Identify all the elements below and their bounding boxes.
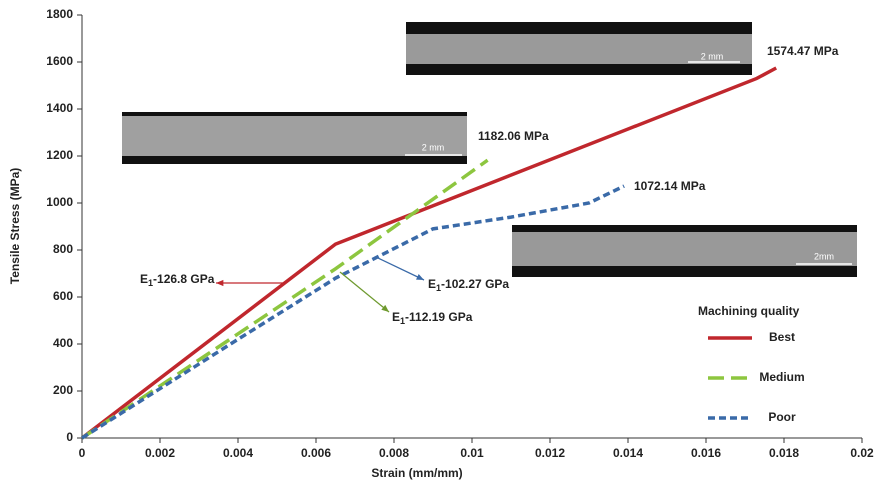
x-tick-label: 0.018 [769,446,799,460]
x-tick-label: 0.01 [460,446,484,460]
annotation-subscript: 1 [400,316,405,326]
annotation: 1574.47 MPa [767,44,839,58]
annotation-text: E [392,310,400,324]
scale-label: 2 mm [701,51,724,61]
y-tick-label: 1400 [46,101,73,115]
x-tick-label: 0.016 [691,446,721,460]
scale-label: 2mm [814,251,834,261]
annotation: E1-112.19 GPa [392,310,473,326]
annotation-subscript: 1 [148,278,153,288]
arrow-head [416,274,424,280]
annotation-text: E [428,277,436,291]
annotation-arrow [377,257,425,281]
annotation-suffix: -112.19 GPa [405,310,473,324]
y-tick-label: 800 [53,242,73,256]
legend-label: Medium [759,370,804,384]
annotation: 1182.06 MPa [478,129,549,143]
scale-label: 2 mm [422,142,445,152]
x-tick-label: 0 [79,446,86,460]
annotation-text: 1182.06 MPa [478,129,549,143]
y-tick-label: 0 [66,430,73,444]
annotation: E1-126.8 GPa [140,272,215,288]
annotation-text: 1574.47 MPa [767,44,839,58]
annotation-subscript: 1 [436,283,441,293]
x-tick-label: 0.012 [535,446,565,460]
annotation-arrow [339,271,390,313]
annotation-suffix: -102.27 GPa [441,277,509,291]
y-tick-label: 200 [53,383,73,397]
annotation-suffix: -126.8 GPa [153,272,215,286]
image-top: 2 mm [406,22,752,75]
series-line [81,158,489,440]
image-right: 2mm [512,225,857,277]
annotation-text: 1072.14 MPa [634,179,706,193]
y-tick-label: 1800 [46,7,73,21]
arrow-head [216,279,224,287]
x-tick-label: 0.008 [379,446,409,460]
y-axis-title: Tensile Stress (MPa) [8,168,22,284]
series-line [81,184,625,440]
x-tick-label: 0.002 [145,446,175,460]
x-tick-label: 0.014 [613,446,643,460]
arrow-head [381,304,389,312]
annotation-text: E [140,272,148,286]
image-left: 2 mm [122,112,467,164]
x-axis-title: Strain (mm/mm) [371,466,462,480]
annotation: 1072.14 MPa [634,179,706,193]
x-tick-label: 0.02 [850,446,874,460]
x-tick-label: 0.006 [301,446,331,460]
y-tick-label: 600 [53,289,73,303]
y-tick-label: 1600 [46,54,73,68]
y-tick-label: 400 [53,336,73,350]
legend-title: Machining quality [698,304,800,318]
annotation: E1-102.27 GPa [428,277,509,293]
series-line [80,66,778,440]
y-tick-label: 1200 [46,148,73,162]
y-tick-label: 1000 [46,195,73,209]
x-tick-label: 0.004 [223,446,253,460]
legend-label: Poor [768,410,796,424]
legend-label: Best [769,330,795,344]
